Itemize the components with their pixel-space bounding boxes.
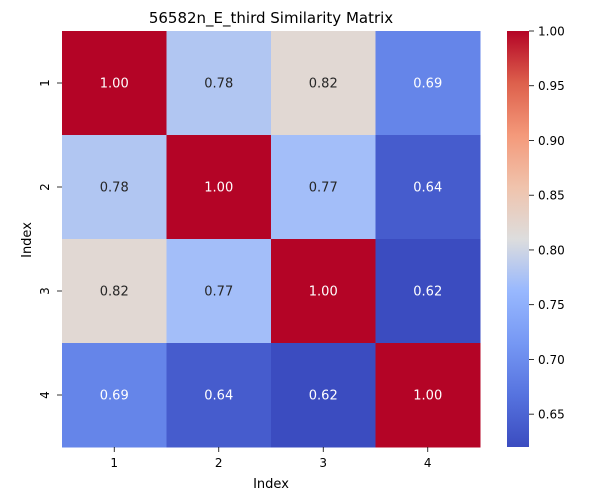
x-axis-label: Index xyxy=(253,477,289,492)
heatmap-cell xyxy=(62,343,167,448)
x-tick-label: 2 xyxy=(215,456,223,470)
cell-value-label: 1.00 xyxy=(309,285,338,300)
y-tick-label: 2 xyxy=(38,183,52,191)
colorbar-tick-label: 0.90 xyxy=(538,134,565,148)
cell-value-label: 0.62 xyxy=(413,285,442,300)
heatmap-cell xyxy=(271,31,376,136)
y-tick-label: 3 xyxy=(38,287,52,295)
colorbar-tick-label: 0.65 xyxy=(538,408,565,422)
cell-value-label: 1.00 xyxy=(413,389,442,404)
cell-value-label: 0.82 xyxy=(309,77,338,92)
x-tick-label: 4 xyxy=(424,456,432,470)
heatmap-cell xyxy=(166,239,272,344)
heatmap-cell-labels: 1.00 0.78 0.82 0.69 0.78 1.00 0.77 0.64 0.82 0.77… xyxy=(100,77,442,404)
y-axis-ticks: 1 2 3 4 xyxy=(38,79,62,399)
colorbar-tick-label: 0.75 xyxy=(538,298,565,312)
x-tick-label: 3 xyxy=(319,456,327,470)
heatmap-cell xyxy=(271,239,376,344)
heatmap-cell xyxy=(62,239,167,344)
colorbar-tick-label: 1.00 xyxy=(538,25,565,39)
y-tick-label: 4 xyxy=(38,391,52,399)
colorbar-ticks: 0.65 0.70 0.75 0.80 0.85 0.90 0.95 1.00 xyxy=(529,25,565,422)
heatmap-cell xyxy=(375,135,481,240)
heatmap-cell xyxy=(166,31,272,136)
heatmap-cell xyxy=(62,31,167,136)
cell-value-label: 0.64 xyxy=(413,181,442,196)
cell-value-label: 0.78 xyxy=(204,77,233,92)
cell-value-label: 0.77 xyxy=(309,181,338,196)
cell-value-label: 0.69 xyxy=(100,389,129,404)
y-tick-label: 1 xyxy=(38,79,52,87)
cell-value-label: 0.62 xyxy=(309,389,338,404)
x-tick-label: 1 xyxy=(110,456,118,470)
heatmap-cell xyxy=(375,31,481,136)
cell-value-label: 0.64 xyxy=(204,389,233,404)
heatmap-cell xyxy=(62,135,167,240)
cell-value-label: 1.00 xyxy=(100,77,129,92)
colorbar-tick-label: 0.80 xyxy=(538,243,565,257)
heatmap-cell xyxy=(375,239,481,344)
colorbar: 0.65 0.70 0.75 0.80 0.85 0.90 0.95 1.00 xyxy=(507,25,565,447)
colorbar-gradient xyxy=(507,31,529,447)
heatmap-cell xyxy=(166,343,272,448)
heatmap-cells xyxy=(62,31,481,448)
cell-value-label: 0.78 xyxy=(100,181,129,196)
cell-value-label: 0.69 xyxy=(413,77,442,92)
heatmap-cell xyxy=(166,135,272,240)
chart-title: 56582n_E_third Similarity Matrix xyxy=(149,9,393,28)
heatmap-cell xyxy=(271,343,376,448)
cell-value-label: 1.00 xyxy=(204,181,233,196)
x-axis-ticks: 1 2 3 4 xyxy=(110,447,432,470)
cell-value-label: 0.77 xyxy=(204,285,233,300)
colorbar-tick-label: 0.70 xyxy=(538,353,565,367)
heatmap-cell xyxy=(375,343,481,448)
colorbar-tick-label: 0.95 xyxy=(538,79,565,93)
y-axis-label: Index xyxy=(20,222,35,258)
colorbar-tick-label: 0.85 xyxy=(538,189,565,203)
cell-value-label: 0.82 xyxy=(100,285,129,300)
heatmap-cell xyxy=(271,135,376,240)
